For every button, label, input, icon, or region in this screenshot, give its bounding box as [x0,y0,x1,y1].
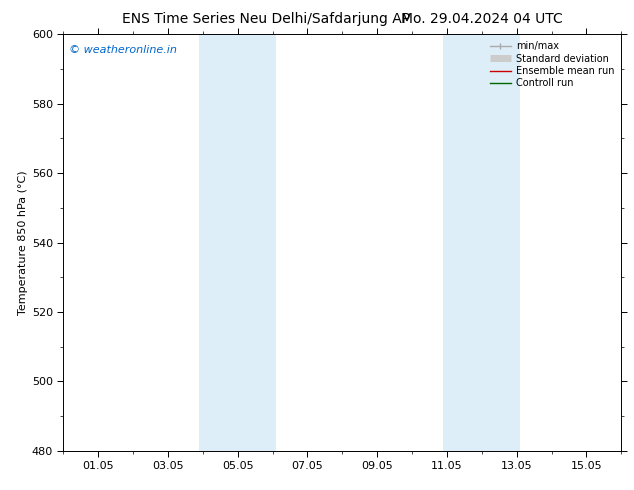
Y-axis label: Temperature 850 hPa (°C): Temperature 850 hPa (°C) [18,170,27,315]
Bar [199,34,276,451]
Text: Mo. 29.04.2024 04 UTC: Mo. 29.04.2024 04 UTC [401,12,563,26]
Legend: min/max, Standard deviation, Ensemble mean run, Controll run: min/max, Standard deviation, Ensemble me… [488,39,616,90]
Bar [443,34,520,451]
Text: © weatheronline.in: © weatheronline.in [69,45,177,55]
Text: ENS Time Series Neu Delhi/Safdarjung AP: ENS Time Series Neu Delhi/Safdarjung AP [122,12,410,26]
